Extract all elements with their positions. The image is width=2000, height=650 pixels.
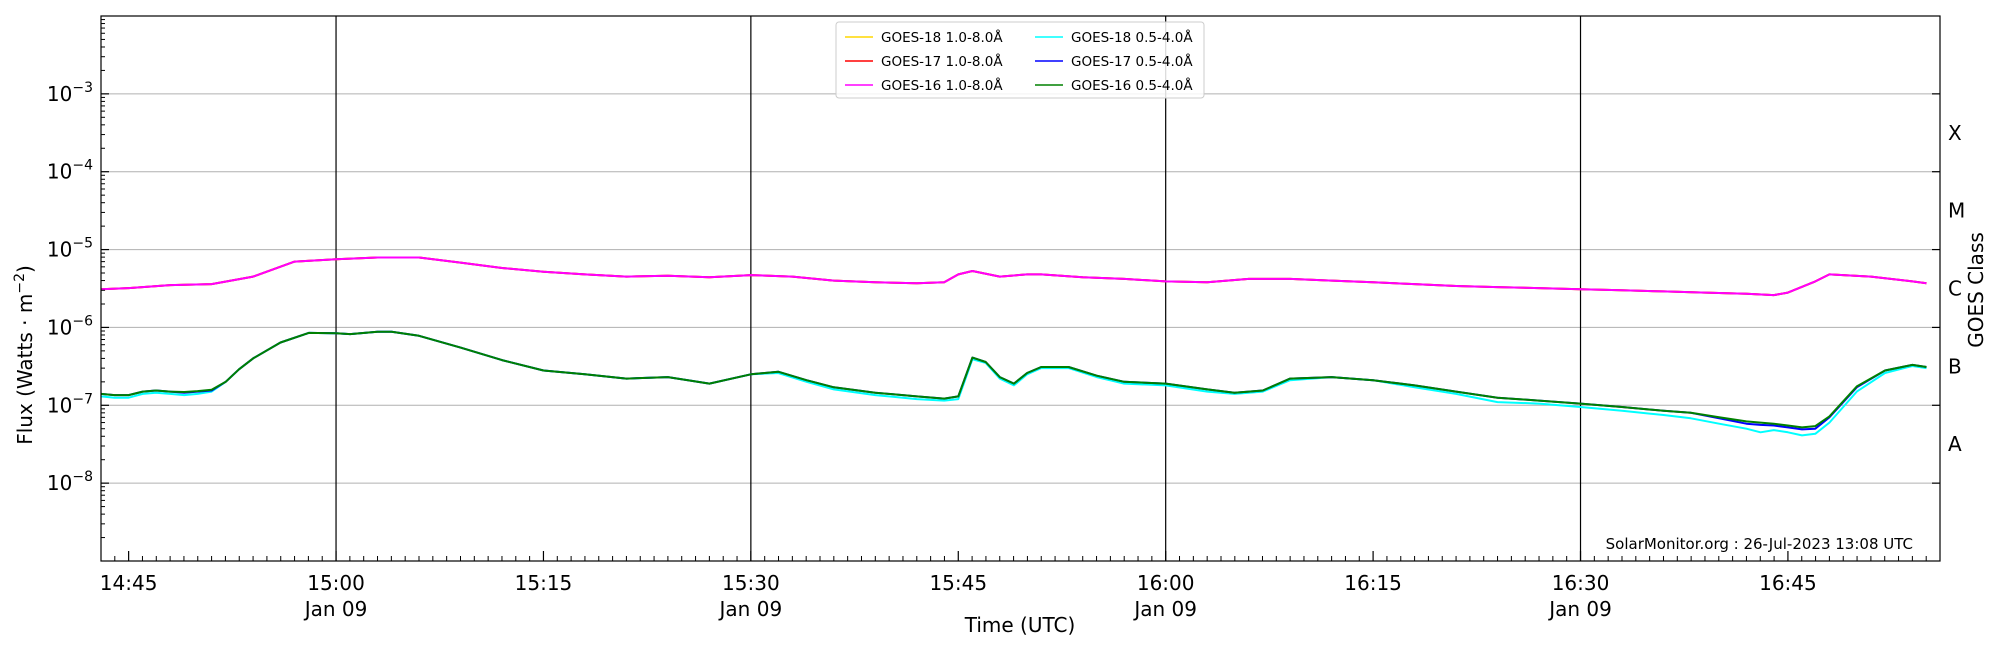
y-tick-base: 10	[47, 82, 72, 106]
x-tick-label: 15:30	[722, 571, 780, 595]
legend-entry-label: GOES-16 0.5-4.0Å	[1071, 77, 1193, 94]
x-tick-date-label: Jan 09	[718, 597, 783, 621]
goes-class-label: C	[1948, 277, 1962, 301]
svg-text:Flux (Watts · m−2): Flux (Watts · m−2)	[12, 265, 37, 445]
x-tick-date-label: Jan 09	[303, 597, 368, 621]
y-tick-label: 10−4	[47, 158, 93, 184]
x-tick-date-label: Jan 09	[1132, 597, 1197, 621]
y-tick-label: 10−6	[47, 313, 93, 339]
series-line-6	[100, 330, 1927, 429]
legend-entry-label: GOES-17 1.0-8.0Å	[881, 53, 1003, 70]
series-line-3	[100, 256, 1927, 297]
y-axis-title-main: Flux (Watts · m	[13, 294, 37, 445]
plot-area-frame	[100, 15, 1941, 562]
x-axis-title: Time (UTC)	[964, 613, 1076, 637]
y-tick-base: 10	[47, 160, 72, 184]
y-tick-exponent: −7	[72, 391, 93, 407]
legend-entry-label: GOES-18 0.5-4.0Å	[1071, 29, 1193, 46]
goes-class-label: X	[1948, 121, 1962, 145]
x-tick-label: 16:00	[1137, 571, 1195, 595]
x-tick-label: 15:15	[515, 571, 573, 595]
legend-box	[835, 21, 1205, 99]
x-tick-label: 16:45	[1759, 571, 1817, 595]
legend-entry-label: GOES-17 0.5-4.0Å	[1071, 53, 1193, 70]
legend: GOES-18 1.0-8.0Å GOES-17 1.0-8.0Å GOES-16 …	[835, 21, 1205, 99]
goes-class-label: B	[1948, 354, 1962, 378]
legend-entry-label: GOES-18 1.0-8.0Å	[881, 29, 1003, 46]
x-tick-label: 14:45	[100, 571, 158, 595]
goes-class-label: M	[1948, 199, 1965, 223]
y-tick-label: 10−7	[47, 391, 93, 417]
y-tick-exponent: −4	[72, 158, 93, 174]
secondary-y-axis-title: GOES Class	[1964, 232, 1988, 348]
y-tick-exponent: −8	[72, 469, 93, 485]
y-tick-base: 10	[47, 238, 72, 262]
x-tick-label: 15:00	[307, 571, 365, 595]
series-lines	[100, 256, 1927, 437]
y-axis-title-close: )	[13, 265, 37, 273]
y-tick-label: 10−8	[47, 469, 93, 495]
x-tick-label: 15:45	[929, 571, 987, 595]
goes-class-label: A	[1948, 432, 1962, 456]
legend-entry-label: GOES-16 1.0-8.0Å	[881, 77, 1003, 94]
y-tick-base: 10	[47, 471, 72, 495]
y-tick-label: 10−3	[47, 80, 93, 106]
x-tick-label: 16:15	[1344, 571, 1402, 595]
credit-text: SolarMonitor.org : 26-Jul-2023 13:08 UTC	[1606, 535, 1913, 553]
y-tick-exponent: −3	[72, 80, 93, 96]
y-axis-title: Flux (Watts · m−2)	[12, 265, 37, 445]
y-tick-exponent: −5	[72, 236, 93, 252]
y-tick-base: 10	[47, 315, 72, 339]
y-tick-label: 10−5	[47, 236, 93, 262]
y-tick-base: 10	[47, 393, 72, 417]
x-tick-date-label: Jan 09	[1547, 597, 1612, 621]
x-tick-label: 16:30	[1552, 571, 1610, 595]
y-axis-title-exponent: −2	[12, 273, 28, 294]
y-tick-exponent: −6	[72, 313, 93, 329]
